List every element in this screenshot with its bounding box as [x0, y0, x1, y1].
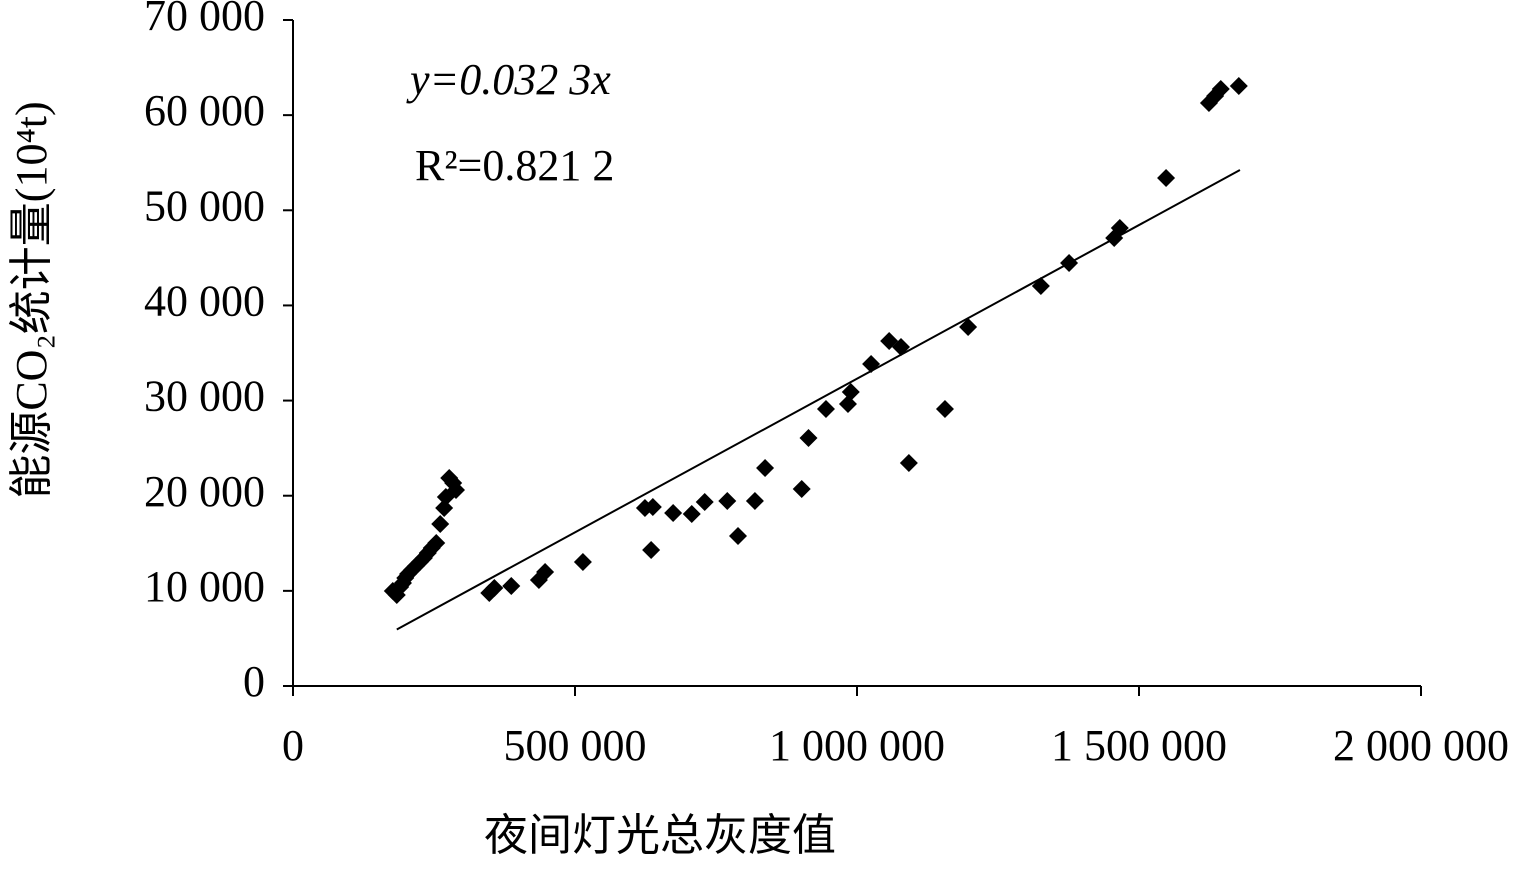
trend-line	[396, 169, 1241, 631]
data-point	[435, 498, 454, 517]
data-point	[502, 577, 521, 596]
data-point	[728, 526, 747, 545]
data-point	[935, 400, 954, 419]
y-tick-label: 50 000	[144, 181, 265, 230]
data-point	[642, 541, 661, 560]
data-point	[799, 428, 818, 447]
data-point	[431, 514, 450, 533]
data-point	[891, 338, 910, 357]
x-axis-label: 夜间灯光总灰度值	[484, 811, 836, 860]
y-tick-label: 60 000	[144, 86, 265, 135]
x-tick-label: 1 000 000	[769, 721, 945, 770]
x-tick-label: 500 000	[504, 721, 647, 770]
x-tick-label: 1 500 000	[1051, 721, 1227, 770]
data-point	[1211, 79, 1230, 98]
x-tick-label: 0	[282, 721, 304, 770]
data-point	[643, 498, 662, 517]
y-axis-label: 能源CO₂统计量(10⁴t)	[7, 101, 56, 498]
data-point	[959, 318, 978, 337]
data-point	[1060, 253, 1079, 272]
data-point	[838, 394, 857, 413]
y-tick-label: 10 000	[144, 562, 265, 611]
data-point	[682, 504, 701, 523]
y-tick-label: 0	[243, 657, 265, 706]
data-point	[1229, 77, 1248, 96]
y-tick-label: 30 000	[144, 372, 265, 421]
data-point	[485, 579, 504, 598]
data-point	[664, 504, 683, 523]
data-point	[573, 553, 592, 572]
data-point	[718, 491, 737, 510]
data-point	[536, 563, 555, 582]
data-point	[841, 383, 860, 402]
r2-annotation: R²=0.821 2	[415, 141, 614, 190]
data-point	[899, 453, 918, 472]
equation-annotation: y=0.032 3x	[406, 55, 611, 104]
data-point	[1110, 218, 1129, 237]
data-point	[427, 534, 446, 553]
data-point	[745, 491, 764, 510]
data-point	[1157, 169, 1176, 188]
data-point	[862, 355, 881, 374]
x-tick-label: 2 000 000	[1333, 721, 1509, 770]
data-point	[1031, 277, 1050, 296]
data-point	[792, 479, 811, 498]
data-point	[446, 481, 465, 500]
y-tick-label: 20 000	[144, 467, 265, 516]
data-point	[816, 400, 835, 419]
y-tick-label: 40 000	[144, 277, 265, 326]
y-tick-label: 70 000	[144, 0, 265, 40]
data-point	[756, 459, 775, 478]
data-point	[695, 492, 714, 511]
